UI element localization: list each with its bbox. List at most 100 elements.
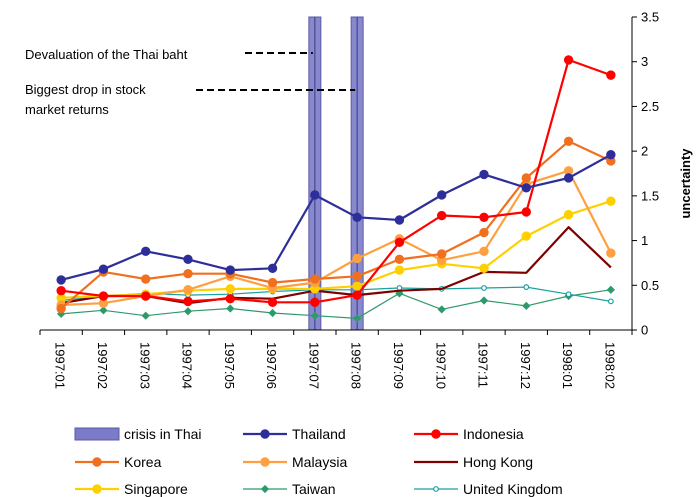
annotation-stock-drop-line: market returns [25, 102, 109, 117]
point-malaysia-1998-02 [606, 248, 616, 258]
point-united-kingdom-1998-02 [607, 298, 614, 305]
point-thailand-1997-04 [183, 254, 193, 265]
series-line-singapore [61, 200, 612, 299]
x-tick-label: 1997:01 [53, 342, 68, 389]
point-thailand-1998-01 [563, 173, 574, 183]
point-united-kingdom-1998-01 [565, 291, 572, 298]
legend-item-korea: Korea [75, 454, 162, 470]
legend-swatch-marker-indonesia [431, 429, 441, 439]
series-indonesia [56, 55, 616, 307]
x-tick-label: 1997:09 [391, 342, 406, 389]
point-korea-1997-04 [183, 268, 193, 279]
series-layer [56, 55, 616, 323]
legend-item-malaysia: Malaysia [243, 454, 347, 470]
series-line-korea [60, 140, 612, 310]
point-united-kingdom-1997-11 [481, 285, 487, 291]
point-taiwan-1997-07 [310, 311, 319, 320]
point-singapore-1997-05 [225, 284, 235, 294]
annotation-stock-drop: Biggest drop in stock market returns [25, 82, 146, 117]
point-thailand-1997-01 [56, 275, 66, 285]
annotation-stock-drop-line: Biggest drop in stock [25, 82, 146, 97]
legend-item-united-kingdom: United Kingdom [414, 481, 563, 497]
legend: crisis in Thai Thailand Indonesia Korea Mala… [74, 426, 563, 497]
x-tick-label: 1997:04 [180, 342, 195, 389]
axes-layer: 1997:01 1997:02 1997:03 1997:04 1997:05 1997:… [39, 10, 693, 389]
point-indonesia-1997-08 [352, 290, 362, 300]
legend-label-malaysia: Malaysia [292, 454, 347, 470]
legend-swatch-marker-korea [92, 457, 102, 467]
point-taiwan-1997-06 [268, 308, 277, 318]
point-thailand-1997-12 [521, 183, 531, 193]
series-line-taiwan [61, 289, 611, 319]
x-tick-label: 1998:02 [602, 342, 617, 389]
legend-item-singapore: Singapore [75, 481, 188, 497]
point-taiwan-1997-08 [353, 314, 362, 323]
legend-item-crisis-in-thai: crisis in Thai [74, 426, 202, 442]
point-united-kingdom-1997-12 [523, 284, 530, 290]
x-tick-label: 1997:12 [518, 342, 533, 389]
annotations-layer: Devaluation of the Thai baht Biggest drop… [25, 47, 356, 117]
point-indonesia-1997-02 [98, 291, 109, 301]
point-indonesia-1997-07 [310, 297, 320, 307]
legend-item-indonesia: Indonesia [414, 426, 524, 442]
point-korea-1997-06 [267, 277, 278, 288]
series-line-indonesia [60, 58, 612, 304]
point-thailand-1997-08 [352, 212, 362, 223]
point-korea-1997-01 [56, 303, 66, 314]
legend-label-thailand: Thailand [292, 426, 346, 442]
legend-label-indonesia: Indonesia [463, 426, 524, 442]
legend-swatch-crisis-in-thai [74, 427, 120, 441]
legend-swatch-marker-malaysia [260, 457, 270, 467]
point-indonesia-1997-10 [437, 210, 447, 221]
x-tick-label: 1997:08 [349, 342, 364, 389]
point-singapore-1998-01 [563, 209, 574, 220]
legend-label-united-kingdom: United Kingdom [463, 481, 563, 497]
x-tick-label: 1997:02 [95, 342, 110, 389]
legend-swatch-marker-taiwan [260, 484, 270, 494]
point-thailand-1997-05 [225, 265, 235, 275]
point-malaysia-1997-11 [479, 246, 489, 257]
point-taiwan-1997-02 [99, 306, 108, 315]
legend-label-taiwan: Taiwan [292, 481, 336, 497]
x-tick-label: 1998:01 [560, 342, 575, 389]
point-korea-1997-08 [352, 271, 362, 282]
series-korea [56, 136, 616, 314]
x-tick-label: 1997:06 [264, 342, 279, 389]
point-singapore-1997-11 [479, 263, 489, 273]
point-taiwan-1998-02 [606, 285, 615, 294]
point-indonesia-1997-12 [521, 207, 531, 217]
y-tick-label: 2.5 [641, 99, 659, 114]
point-indonesia-1998-01 [563, 55, 574, 65]
y-tick-label: 1.5 [641, 188, 659, 203]
point-indonesia-1997-04 [183, 296, 193, 307]
legend-label-crisis-in-thai: crisis in Thai [124, 426, 202, 442]
point-korea-1997-10 [437, 249, 447, 259]
x-tick-label: 1997:05 [222, 342, 237, 389]
point-malaysia-1997-08 [352, 253, 362, 264]
legend-label-singapore: Singapore [124, 481, 188, 497]
series-line-thailand [60, 153, 612, 281]
legend-swatch-marker-singapore [92, 484, 102, 494]
point-korea-1997-03 [141, 274, 151, 284]
point-malaysia-1997-04 [183, 285, 193, 295]
y-tick-label: 2 [641, 144, 648, 159]
point-singapore-1997-08 [352, 281, 362, 291]
y-tick-label: 1 [641, 233, 648, 248]
point-taiwan-1997-05 [226, 304, 235, 313]
point-indonesia-1997-11 [479, 212, 489, 223]
point-thailand-1997-10 [437, 190, 447, 200]
point-thailand-1997-03 [141, 246, 151, 257]
legend-item-taiwan: Taiwan [243, 481, 336, 497]
legend-label-hong-kong: Hong Kong [463, 454, 533, 470]
x-tick-label: 1997:07 [306, 342, 321, 389]
point-taiwan-1997-10 [437, 305, 446, 314]
x-tick-label: 1997:11 [476, 342, 491, 388]
point-thailand-1997-09 [394, 215, 405, 225]
point-singapore-1998-02 [606, 196, 616, 206]
x-tick-label: 1997:03 [137, 342, 152, 389]
point-indonesia-1997-09 [394, 237, 405, 248]
annotation-devaluation: Devaluation of the Thai baht [25, 47, 188, 62]
point-thailand-1997-02 [98, 264, 109, 274]
point-taiwan-1997-03 [141, 311, 150, 320]
